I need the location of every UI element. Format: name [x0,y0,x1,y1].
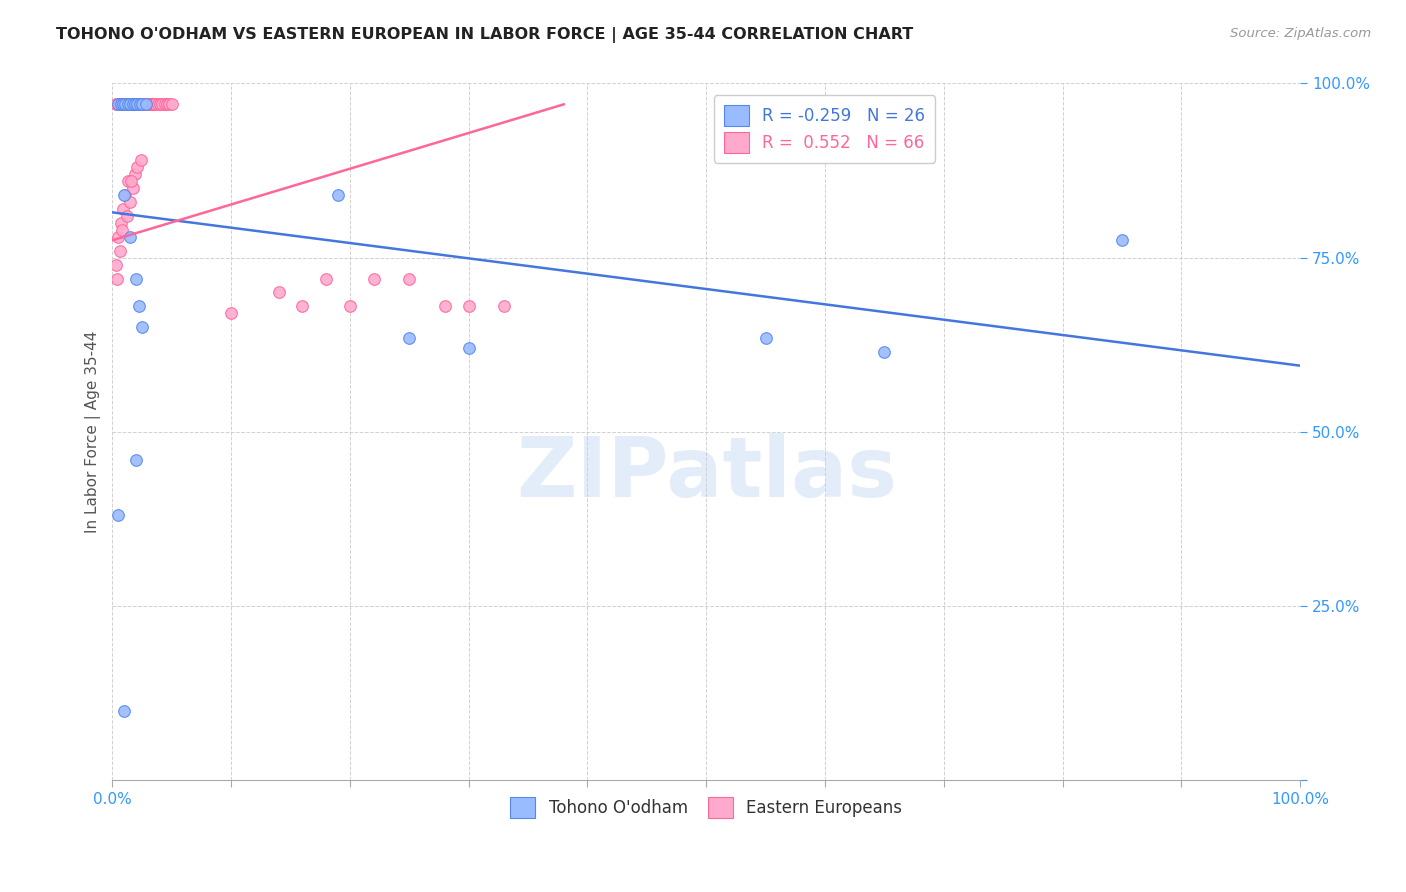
Point [117,174,139,188]
Point [118,97,141,112]
Point [128,300,150,314]
Point [107,97,129,112]
Point [129,97,152,112]
Text: ZIPatlas: ZIPatlas [516,434,897,514]
Point [104,258,127,272]
Point [128,97,150,112]
Point [433,300,456,314]
Point [120,229,142,244]
Point [121,97,143,112]
Point [755,331,778,345]
Point [156,97,179,112]
Point [134,97,156,112]
Point [457,300,479,314]
Point [315,271,337,285]
Point [141,97,163,112]
Legend: Tohono O'odham, Eastern Europeans: Tohono O'odham, Eastern Europeans [503,790,908,824]
Point [108,244,131,258]
Text: TOHONO O'ODHAM VS EASTERN EUROPEAN IN LABOR FORCE | AGE 35-44 CORRELATION CHART: TOHONO O'ODHAM VS EASTERN EUROPEAN IN LA… [56,27,914,43]
Point [363,271,385,285]
Point [135,97,157,112]
Point [121,97,143,112]
Point [110,97,132,112]
Point [131,97,153,112]
Point [127,97,149,112]
Point [150,97,173,112]
Text: Source: ZipAtlas.com: Source: ZipAtlas.com [1230,27,1371,40]
Point [131,320,153,334]
Point [129,153,152,167]
Point [110,216,132,230]
Point [120,194,142,209]
Point [112,704,135,718]
Point [107,508,129,523]
Point [115,209,138,223]
Point [114,188,136,202]
Point [149,97,172,112]
Point [157,97,180,112]
Y-axis label: In Labor Force | Age 35-44: In Labor Force | Age 35-44 [86,331,101,533]
Point [120,174,142,188]
Point [110,97,132,112]
Point [131,97,153,112]
Point [120,97,142,112]
Point [104,97,127,112]
Point [107,229,129,244]
Point [219,306,242,320]
Point [128,97,150,112]
Point [107,97,129,112]
Point [115,97,138,112]
Point [153,97,176,112]
Point [117,97,139,112]
Point [117,97,139,112]
Point [128,97,150,112]
Point [114,97,136,112]
Point [139,97,162,112]
Point [160,97,183,112]
Point [138,97,160,112]
Point [105,271,128,285]
Point [125,97,148,112]
Point [121,181,143,195]
Point [132,97,155,112]
Point [112,202,135,216]
Point [146,97,169,112]
Point [108,97,131,112]
Point [124,167,146,181]
Point [112,97,135,112]
Point [112,97,135,112]
Point [136,97,159,112]
Point [125,452,148,467]
Point [398,331,420,345]
Point [112,97,135,112]
Point [135,97,157,112]
Point [1111,233,1133,247]
Point [122,97,145,112]
Point [124,97,146,112]
Point [111,97,134,112]
Point [457,341,479,355]
Point [112,188,135,202]
Point [127,97,149,112]
Point [125,271,148,285]
Point [267,285,290,300]
Point [111,223,134,237]
Point [494,300,516,314]
Point [143,97,166,112]
Point [124,97,146,112]
Point [120,97,142,112]
Point [142,97,165,112]
Point [873,344,896,359]
Point [326,188,349,202]
Point [135,97,157,112]
Point [120,97,142,112]
Point [339,300,361,314]
Point [143,97,166,112]
Point [398,271,420,285]
Point [127,160,149,174]
Point [291,300,314,314]
Point [114,97,136,112]
